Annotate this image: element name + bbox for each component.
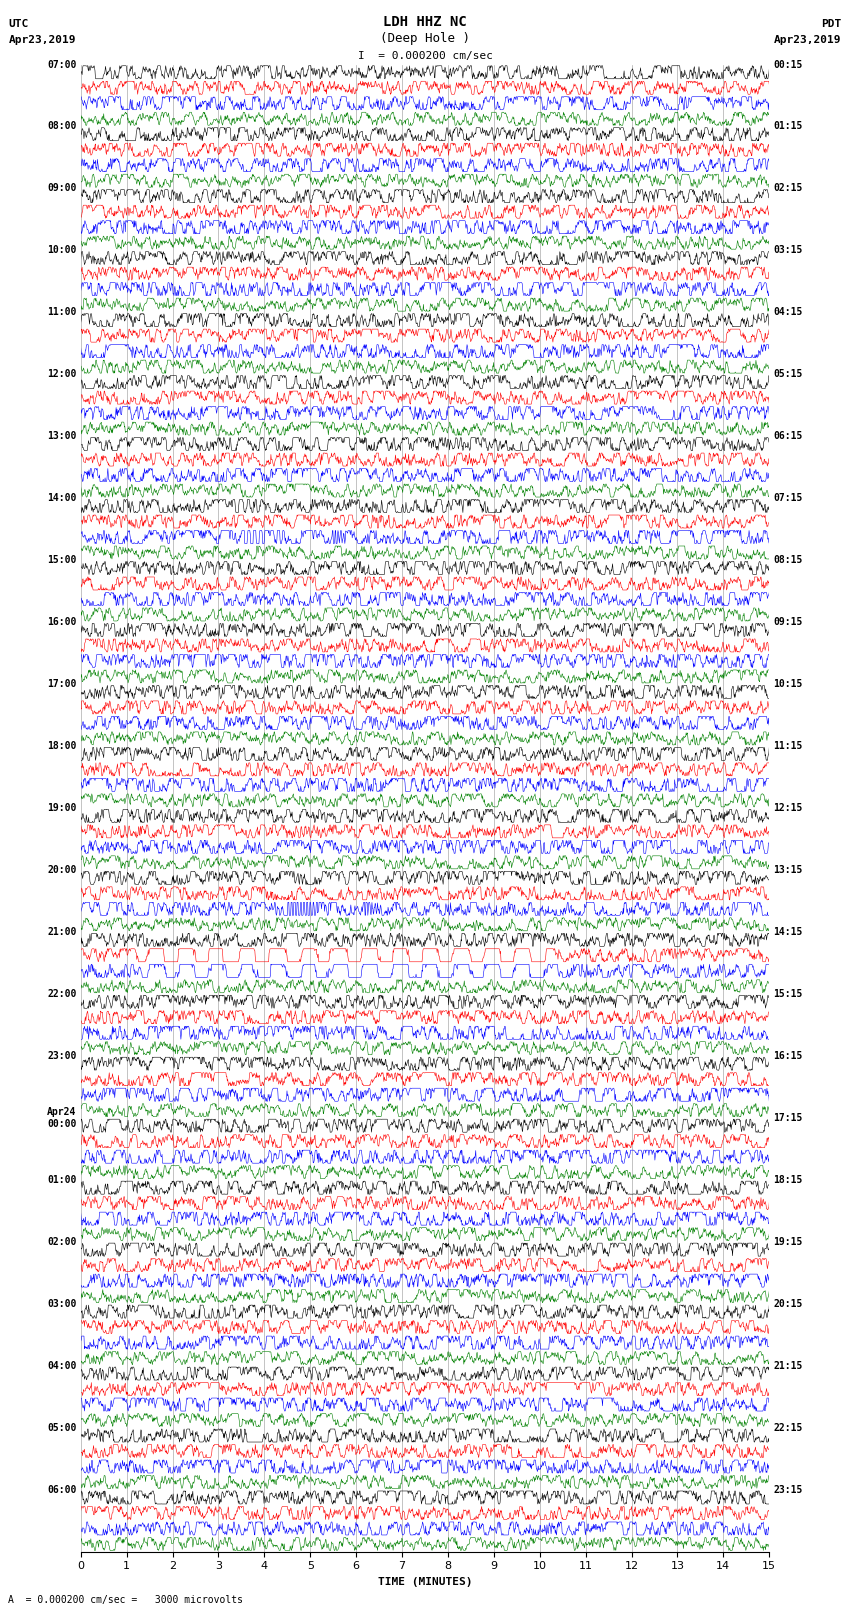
Text: 12:00: 12:00 <box>47 369 76 379</box>
Text: 05:15: 05:15 <box>774 369 803 379</box>
Text: Apr23,2019: Apr23,2019 <box>8 35 76 45</box>
Text: 14:00: 14:00 <box>47 494 76 503</box>
Text: 08:00: 08:00 <box>47 121 76 132</box>
Text: 17:00: 17:00 <box>47 679 76 689</box>
Text: 04:15: 04:15 <box>774 308 803 318</box>
Text: Apr23,2019: Apr23,2019 <box>774 35 842 45</box>
Text: 15:00: 15:00 <box>47 555 76 565</box>
Text: 05:00: 05:00 <box>47 1423 76 1432</box>
Text: 22:00: 22:00 <box>47 989 76 998</box>
Text: I  = 0.000200 cm/sec: I = 0.000200 cm/sec <box>358 52 492 61</box>
Text: 07:00: 07:00 <box>47 60 76 69</box>
Text: 18:00: 18:00 <box>47 740 76 752</box>
X-axis label: TIME (MINUTES): TIME (MINUTES) <box>377 1578 473 1587</box>
Text: 04:00: 04:00 <box>47 1361 76 1371</box>
Text: 11:00: 11:00 <box>47 308 76 318</box>
Text: 13:00: 13:00 <box>47 431 76 442</box>
Text: 22:15: 22:15 <box>774 1423 803 1432</box>
Text: 01:15: 01:15 <box>774 121 803 132</box>
Text: 16:15: 16:15 <box>774 1052 803 1061</box>
Text: 02:15: 02:15 <box>774 184 803 194</box>
Text: Apr24
00:00: Apr24 00:00 <box>47 1107 76 1129</box>
Text: 10:00: 10:00 <box>47 245 76 255</box>
Text: 00:15: 00:15 <box>774 60 803 69</box>
Text: 20:15: 20:15 <box>774 1298 803 1308</box>
Text: 09:15: 09:15 <box>774 618 803 627</box>
Text: 03:15: 03:15 <box>774 245 803 255</box>
Text: 11:15: 11:15 <box>774 740 803 752</box>
Text: 18:15: 18:15 <box>774 1174 803 1186</box>
Text: 20:00: 20:00 <box>47 865 76 876</box>
Text: 17:15: 17:15 <box>774 1113 803 1123</box>
Text: 21:15: 21:15 <box>774 1361 803 1371</box>
Text: 12:15: 12:15 <box>774 803 803 813</box>
Text: 06:15: 06:15 <box>774 431 803 442</box>
Text: 21:00: 21:00 <box>47 927 76 937</box>
Text: 07:15: 07:15 <box>774 494 803 503</box>
Text: A  = 0.000200 cm/sec =   3000 microvolts: A = 0.000200 cm/sec = 3000 microvolts <box>8 1595 243 1605</box>
Text: (Deep Hole ): (Deep Hole ) <box>380 32 470 45</box>
Text: 08:15: 08:15 <box>774 555 803 565</box>
Text: 19:15: 19:15 <box>774 1237 803 1247</box>
Text: 19:00: 19:00 <box>47 803 76 813</box>
Text: 23:15: 23:15 <box>774 1484 803 1495</box>
Text: 03:00: 03:00 <box>47 1298 76 1308</box>
Text: 16:00: 16:00 <box>47 618 76 627</box>
Text: 02:00: 02:00 <box>47 1237 76 1247</box>
Text: 15:15: 15:15 <box>774 989 803 998</box>
Text: 10:15: 10:15 <box>774 679 803 689</box>
Text: UTC: UTC <box>8 19 29 29</box>
Text: 23:00: 23:00 <box>47 1052 76 1061</box>
Text: 13:15: 13:15 <box>774 865 803 876</box>
Text: 06:00: 06:00 <box>47 1484 76 1495</box>
Text: 01:00: 01:00 <box>47 1174 76 1186</box>
Text: 09:00: 09:00 <box>47 184 76 194</box>
Text: LDH HHZ NC: LDH HHZ NC <box>383 15 467 29</box>
Text: PDT: PDT <box>821 19 842 29</box>
Text: 14:15: 14:15 <box>774 927 803 937</box>
